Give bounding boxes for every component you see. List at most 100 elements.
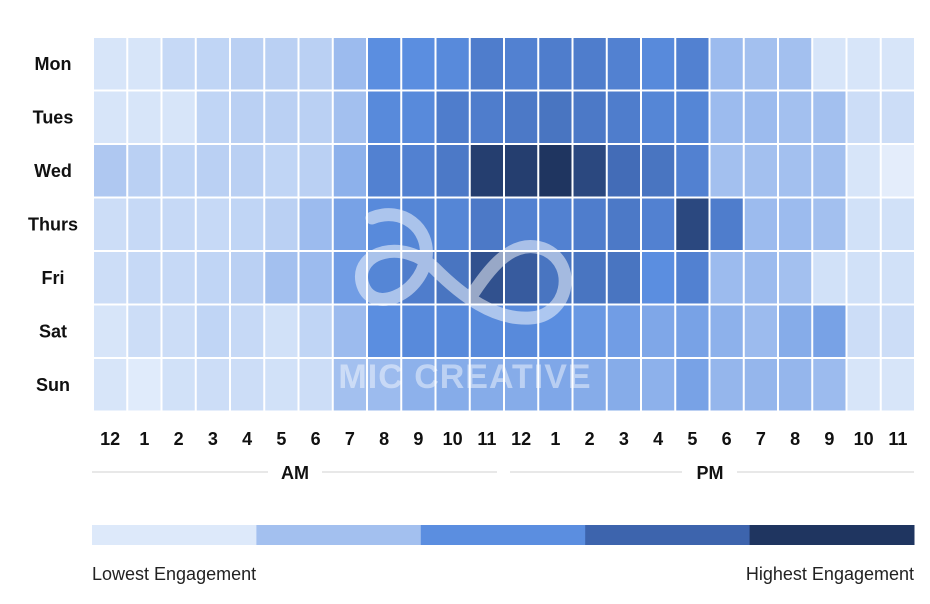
heatmap-cell (607, 91, 640, 143)
heatmap-cell (436, 198, 469, 250)
heatmap-cell (779, 305, 812, 357)
hour-label: 2 (585, 429, 595, 449)
day-label: Sun (36, 375, 70, 395)
heatmap-cell (299, 198, 332, 250)
heatmap-cell (265, 305, 298, 357)
heatmap-cell (573, 145, 606, 197)
heatmap-cell (162, 198, 195, 250)
heatmap-cell (847, 359, 880, 411)
heatmap-cell (813, 359, 846, 411)
hour-labels: 12 1 2 3 4 5 6 7 8 9 10 11 12 1 2 3 4 5 6 7 8 9 10 11 (100, 429, 907, 449)
highest-engagement-label: Highest Engagement (746, 564, 914, 584)
heatmap-cell (676, 145, 709, 197)
heatmap-cell (779, 145, 812, 197)
hour-label: 11 (888, 429, 907, 449)
heatmap-cell (402, 91, 435, 143)
heatmap-cell (231, 91, 264, 143)
heatmap-cell (368, 305, 401, 357)
heatmap-cell (676, 38, 709, 90)
heatmap-cell (265, 91, 298, 143)
heatmap-cell (847, 38, 880, 90)
heatmap-cell (128, 145, 161, 197)
heatmap-cell (881, 198, 914, 250)
heatmap-cell (162, 145, 195, 197)
scale-segment (92, 525, 257, 545)
heatmap-cell (128, 38, 161, 90)
hour-label: 10 (443, 429, 463, 449)
heatmap-cell (881, 38, 914, 90)
heatmap-cell (470, 145, 503, 197)
heatmap-cell (265, 359, 298, 411)
day-label: Wed (34, 161, 72, 181)
day-label: Thurs (28, 214, 78, 234)
heatmap-cell (710, 305, 743, 357)
hour-label: 9 (824, 429, 834, 449)
heatmap-cell (847, 91, 880, 143)
heatmap-cell (196, 359, 229, 411)
heatmap-cell (607, 359, 640, 411)
heatmap-cell (642, 198, 675, 250)
heatmap-cell (265, 38, 298, 90)
heatmap-cell (607, 252, 640, 304)
heatmap-cell (573, 38, 606, 90)
hour-label: 1 (139, 429, 149, 449)
heatmap-cell (470, 38, 503, 90)
scale-segment (585, 525, 751, 545)
heatmap-cell (642, 38, 675, 90)
heatmap-cell (813, 252, 846, 304)
heatmap-cell (265, 252, 298, 304)
heatmap-cell (299, 91, 332, 143)
heatmap-cell (744, 305, 777, 357)
heatmap-cell (470, 198, 503, 250)
hour-label: 3 (619, 429, 629, 449)
heatmap-cell (710, 359, 743, 411)
heatmap-cell (710, 198, 743, 250)
heatmap-cell (539, 198, 572, 250)
heatmap-cell (162, 359, 195, 411)
heatmap-cell (299, 305, 332, 357)
heatmap-cell (402, 305, 435, 357)
heatmap-cell (231, 198, 264, 250)
heatmap-cell (333, 38, 366, 90)
watermark-text: MIC CREATIVE (338, 358, 591, 396)
heatmap-cell (368, 359, 401, 411)
am-period-axis: AM (92, 463, 497, 483)
heatmap-cell (402, 145, 435, 197)
pm-period-axis: PM (510, 463, 914, 483)
heatmap-cell (539, 359, 572, 411)
heatmap-cell (162, 91, 195, 143)
watermark: MIC CREATIVE (338, 208, 591, 396)
heatmap-cell (881, 359, 914, 411)
heatmap-cell (881, 305, 914, 357)
heatmap-cell (436, 359, 469, 411)
day-labels: Mon Tues Wed Thurs Fri Sat Sun (28, 54, 78, 395)
hour-label: 4 (653, 429, 663, 449)
heatmap-cell (94, 38, 127, 90)
heatmap-cell (881, 91, 914, 143)
heatmap-cell (505, 91, 538, 143)
heatmap-cell (402, 38, 435, 90)
heatmap-cell (436, 145, 469, 197)
heatmap-cell (642, 305, 675, 357)
heatmap-cell (573, 359, 606, 411)
heatmap-cell (779, 252, 812, 304)
heatmap-cell (710, 91, 743, 143)
heatmap-cell (847, 252, 880, 304)
hour-label: 2 (174, 429, 184, 449)
watermark-logo-icon (355, 208, 572, 325)
heatmap-cell (231, 38, 264, 90)
lowest-engagement-label: Lowest Engagement (92, 564, 256, 584)
hour-label: 7 (345, 429, 355, 449)
am-label: AM (281, 463, 309, 483)
heatmap-cell (94, 198, 127, 250)
heatmap-cell (710, 252, 743, 304)
hour-label: 9 (413, 429, 423, 449)
heatmap-cell (607, 305, 640, 357)
heatmap-cell (573, 305, 606, 357)
heatmap-cell (128, 91, 161, 143)
heatmap-cell (128, 359, 161, 411)
hour-label: 5 (276, 429, 286, 449)
heatmap-cell (470, 359, 503, 411)
heatmap-cell (813, 38, 846, 90)
heatmap-cell (676, 252, 709, 304)
